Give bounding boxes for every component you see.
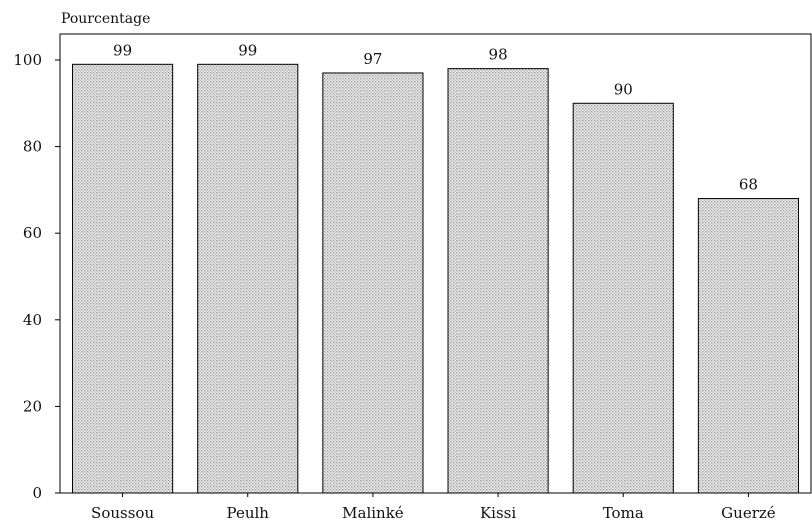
x-tick-label: Soussou — [91, 504, 154, 522]
y-tick-label: 100 — [13, 51, 42, 69]
data-label: 97 — [363, 50, 382, 68]
data-label: 90 — [614, 80, 633, 98]
bar — [697, 198, 799, 494]
x-tick-label: Peulh — [227, 504, 270, 522]
x-tick-label: Malinké — [342, 504, 404, 522]
bar — [572, 102, 674, 494]
bar — [447, 68, 549, 494]
x-tick-label: Toma — [603, 504, 644, 522]
y-tick-label: 60 — [23, 224, 42, 242]
y-tick-label: 0 — [32, 484, 42, 502]
y-axis-label: Pourcentage — [61, 11, 150, 27]
plot-frame — [59, 33, 812, 494]
y-tick-label: 40 — [23, 311, 42, 329]
data-label: 99 — [113, 41, 132, 59]
y-tick-label: 20 — [23, 397, 42, 415]
bar — [72, 63, 174, 494]
plot-area: 0 20 40 60 80 100 99 Soussou 99 Peulh 97 Malinké 98 K… — [13, 33, 812, 522]
bar — [197, 63, 299, 494]
x-tick-label: Guerzé — [721, 504, 776, 522]
y-tick-label: 80 — [23, 138, 42, 156]
bar — [322, 72, 424, 494]
data-label: 68 — [739, 176, 758, 194]
data-label: 98 — [489, 46, 508, 64]
data-label: 99 — [238, 41, 257, 59]
x-tick-label: Kissi — [480, 504, 516, 522]
